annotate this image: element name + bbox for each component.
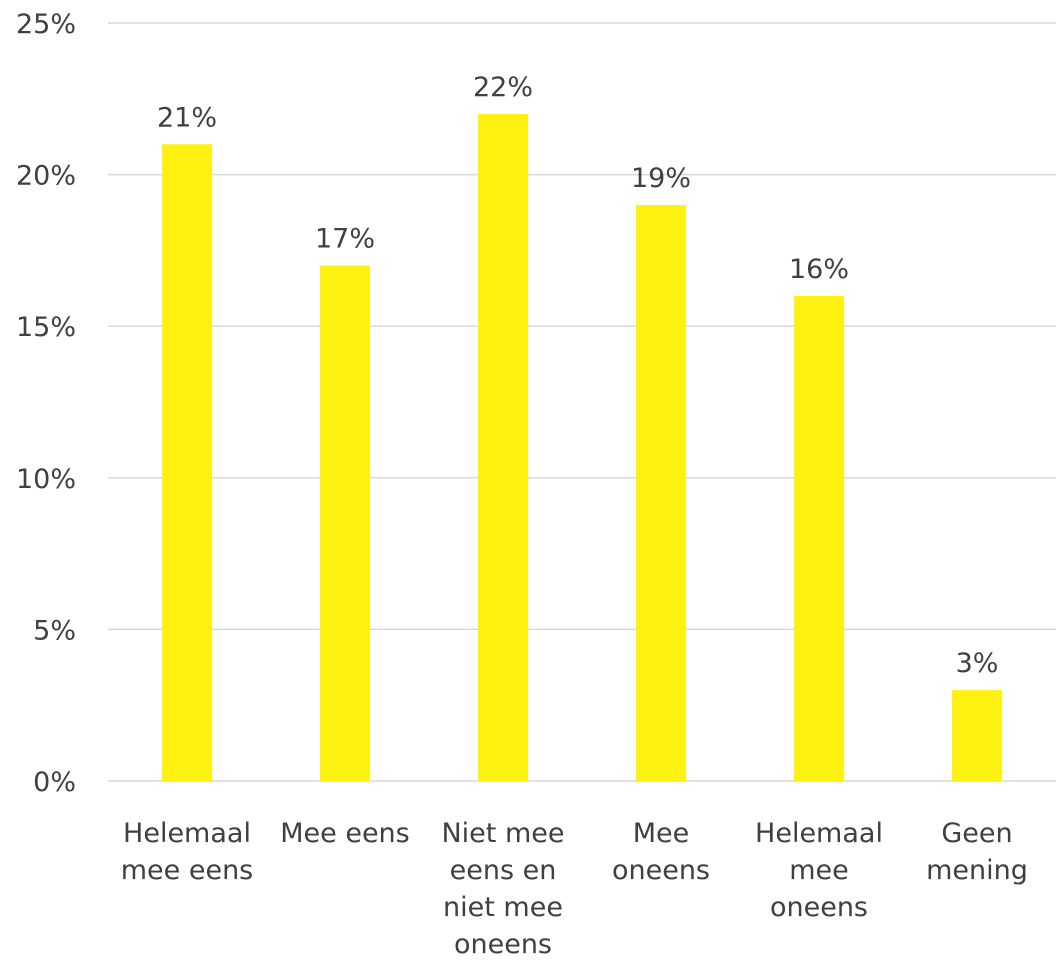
y-tick-label: 20% <box>16 161 76 192</box>
y-axis-ticks: 0% 5% 10% 15% 20% 25% <box>16 9 76 798</box>
x-tick-label-line: Niet mee <box>441 818 564 849</box>
data-label: 21% <box>157 102 217 133</box>
data-label: 22% <box>473 72 533 103</box>
data-label: 19% <box>631 163 691 194</box>
bar <box>636 204 686 782</box>
x-tick-label-line: Geen <box>941 818 1012 849</box>
x-tick-label-line: mening <box>926 855 1028 886</box>
x-tick-label-line: Helemaal <box>755 818 883 849</box>
bar <box>794 295 844 781</box>
x-tick-label-line: oneens <box>770 892 868 923</box>
y-tick-label: 10% <box>16 464 76 495</box>
bars <box>162 113 1002 782</box>
x-tick-label: Mee oneens <box>612 818 710 886</box>
x-tick-label: Helemaal mee oneens <box>755 818 883 923</box>
data-label: 3% <box>956 648 999 679</box>
bar <box>162 144 212 781</box>
y-tick-label: 0% <box>33 767 76 798</box>
x-tick-label-line: oneens <box>454 929 552 960</box>
x-tick-label: Niet mee eens en niet mee oneens <box>441 818 564 960</box>
x-tick-label-line: Helemaal <box>123 818 251 849</box>
x-tick-label-line: Mee eens <box>280 818 410 849</box>
x-tick-label-line: eens en <box>450 855 557 886</box>
x-tick-label: Mee eens <box>280 818 410 849</box>
y-tick-label: 25% <box>16 9 76 40</box>
y-tick-label: 15% <box>16 312 76 343</box>
x-tick-label-line: mee <box>789 855 849 886</box>
x-tick-label-line: Mee <box>633 818 690 849</box>
x-tick-label: Helemaal mee eens <box>121 818 254 886</box>
y-tick-label: 5% <box>33 615 76 646</box>
x-tick-label: Geen mening <box>926 818 1028 886</box>
x-tick-label-line: niet mee <box>443 892 563 923</box>
x-axis-ticks: Helemaal mee eens Mee eens Niet mee eens en n… <box>121 818 1028 960</box>
x-tick-label-line: mee eens <box>121 855 254 886</box>
data-label: 17% <box>315 224 375 255</box>
bar <box>952 690 1002 781</box>
data-label: 16% <box>789 254 849 285</box>
gridlines <box>108 22 1056 782</box>
bar <box>478 113 528 781</box>
x-tick-label-line: oneens <box>612 855 710 886</box>
bar <box>320 265 370 781</box>
data-labels: 21% 17% 22% 19% 16% 3% <box>157 72 998 679</box>
